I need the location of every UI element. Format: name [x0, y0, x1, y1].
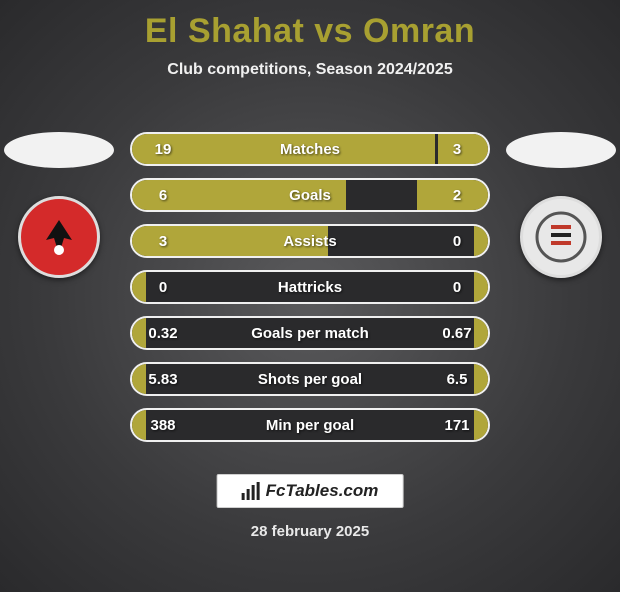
shield-icon: [535, 211, 587, 263]
stat-value-right: 171: [426, 417, 488, 434]
stat-value-right: 0: [426, 233, 488, 250]
stat-value-right: 0.67: [426, 325, 488, 342]
player-right-column: [506, 132, 616, 278]
stat-label: Hattricks: [194, 279, 426, 296]
stat-label: Min per goal: [194, 417, 426, 434]
brand-name: FcTables.com: [266, 481, 379, 501]
stat-value-left: 0.32: [132, 325, 194, 342]
stat-value-right: 3: [426, 141, 488, 158]
club-crest-left: [18, 196, 100, 278]
stat-value-right: 6.5: [426, 371, 488, 388]
stat-row: 0.32Goals per match0.67: [130, 316, 490, 350]
club-crest-right: [520, 196, 602, 278]
brand-badge[interactable]: FcTables.com: [217, 474, 404, 508]
stat-value-left: 3: [132, 233, 194, 250]
stat-label: Matches: [194, 141, 426, 158]
stat-value-right: 2: [426, 187, 488, 204]
stat-row: 5.83Shots per goal6.5: [130, 362, 490, 396]
player-right-silhouette: [506, 132, 616, 168]
stat-label: Goals: [194, 187, 426, 204]
eagle-icon: [36, 214, 82, 260]
subtitle: Club competitions, Season 2024/2025: [0, 61, 620, 79]
chart-icon: [242, 482, 260, 500]
stat-value-left: 388: [132, 417, 194, 434]
stat-label: Shots per goal: [194, 371, 426, 388]
stat-value-left: 6: [132, 187, 194, 204]
stat-row: 6Goals2: [130, 178, 490, 212]
footer-date: 28 february 2025: [0, 523, 620, 540]
stat-value-left: 5.83: [132, 371, 194, 388]
player-left-column: [4, 132, 114, 278]
stat-label: Goals per match: [194, 325, 426, 342]
stat-value-left: 0: [132, 279, 194, 296]
player-left-silhouette: [4, 132, 114, 168]
stats-panel: 19Matches36Goals23Assists00Hattricks00.3…: [130, 132, 490, 454]
stat-value-left: 19: [132, 141, 194, 158]
stat-label: Assists: [194, 233, 426, 250]
page-title: El Shahat vs Omran: [0, 12, 620, 51]
stat-row: 3Assists0: [130, 224, 490, 258]
stat-row: 19Matches3: [130, 132, 490, 166]
stat-row: 388Min per goal171: [130, 408, 490, 442]
stat-value-right: 0: [426, 279, 488, 296]
stat-row: 0Hattricks0: [130, 270, 490, 304]
